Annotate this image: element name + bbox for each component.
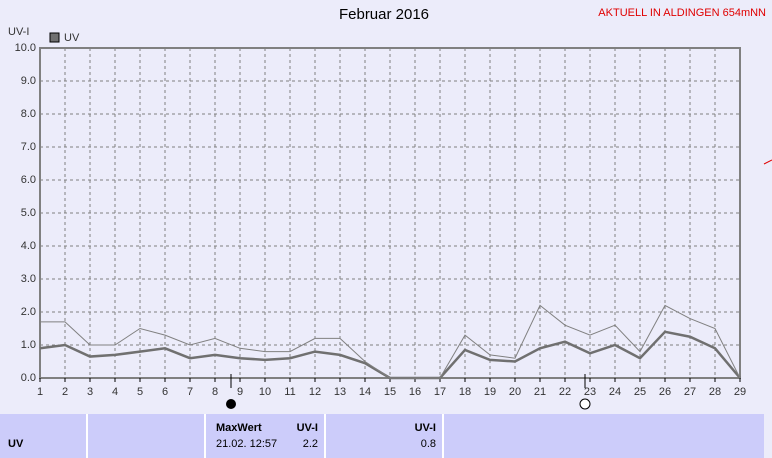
x-tick-label: 25	[634, 386, 646, 398]
y-tick-label: 0.0	[21, 372, 36, 384]
cell	[88, 414, 206, 458]
x-tick-label: 3	[87, 386, 93, 398]
y-tick-label: 9.0	[21, 75, 36, 87]
y-tick-label: 7.0	[21, 141, 36, 153]
x-tick-label: 24	[609, 386, 621, 398]
subtitle: AKTUELL IN ALDINGEN 654mNN	[598, 7, 766, 19]
y-tick-label: 1.0	[21, 339, 36, 351]
y-tick-label: 4.0	[21, 240, 36, 252]
x-tick-label: 29	[734, 386, 746, 398]
y-tick-label: 3.0	[21, 273, 36, 285]
x-tick-label: 16	[409, 386, 421, 398]
x-tick-label: 6	[162, 386, 168, 398]
current-value: 0.8	[420, 438, 436, 450]
x-tick-label: 2	[62, 386, 68, 398]
x-tick-label: 18	[459, 386, 471, 398]
cell: MaxWert UV-I 21.02. 12:57 2.2	[206, 414, 326, 458]
legend-swatch	[49, 32, 60, 43]
y-tick-label: 6.0	[21, 174, 36, 186]
chart-title: Februar 2016	[339, 6, 429, 23]
y-tick-label: 5.0	[21, 207, 36, 219]
x-tick-label: 20	[509, 386, 521, 398]
x-tick-label: 1	[37, 386, 43, 398]
x-tick-label: 13	[334, 386, 346, 398]
legend-label: UV	[64, 32, 80, 44]
x-tick-label: 28	[709, 386, 721, 398]
row-label: UV	[8, 438, 24, 450]
x-tick-label: 5	[137, 386, 143, 398]
y-tick-label: 2.0	[21, 306, 36, 318]
max-value: 2.2	[302, 438, 318, 450]
y-tick-label: 10.0	[15, 42, 36, 54]
info-table: UV MaxWert UV-I 21.02. 12:57 2.2 UV-I 0.…	[0, 414, 772, 458]
moon-new	[579, 398, 591, 410]
chart: Februar 2016 AKTUELL IN ALDINGEN 654mNN …	[8, 6, 772, 410]
x-tick-label: 4	[112, 386, 118, 398]
x-tick-label: 10	[259, 386, 271, 398]
x-tick-label: 14	[359, 386, 371, 398]
cell: UV	[0, 414, 88, 458]
current-unit: UV-I	[414, 422, 436, 434]
series-line	[40, 304, 741, 379]
moon-full	[226, 399, 236, 409]
max-unit: UV-I	[296, 422, 318, 434]
max-header: MaxWert	[216, 422, 262, 434]
x-tick-label: 17	[434, 386, 446, 398]
x-tick-label: 22	[559, 386, 571, 398]
side-mark	[763, 159, 772, 165]
x-tick-label: 12	[309, 386, 321, 398]
x-tick-label: 21	[534, 386, 546, 398]
cell	[444, 414, 764, 458]
y-tick-label: 8.0	[21, 108, 36, 120]
x-tick-label: 15	[384, 386, 396, 398]
x-tick-label: 11	[284, 386, 295, 398]
x-tick-label: 7	[187, 386, 193, 398]
x-tick-label: 26	[659, 386, 671, 398]
max-time: 21.02. 12:57	[216, 438, 278, 450]
cell: UV-I 0.8	[326, 414, 444, 458]
x-tick-label: 23	[584, 386, 596, 398]
y-axis-label: UV-I	[8, 26, 29, 38]
x-tick-label: 8	[212, 386, 218, 398]
x-tick-label: 27	[684, 386, 696, 398]
x-tick-label: 9	[237, 386, 243, 398]
x-tick-label: 19	[484, 386, 496, 398]
